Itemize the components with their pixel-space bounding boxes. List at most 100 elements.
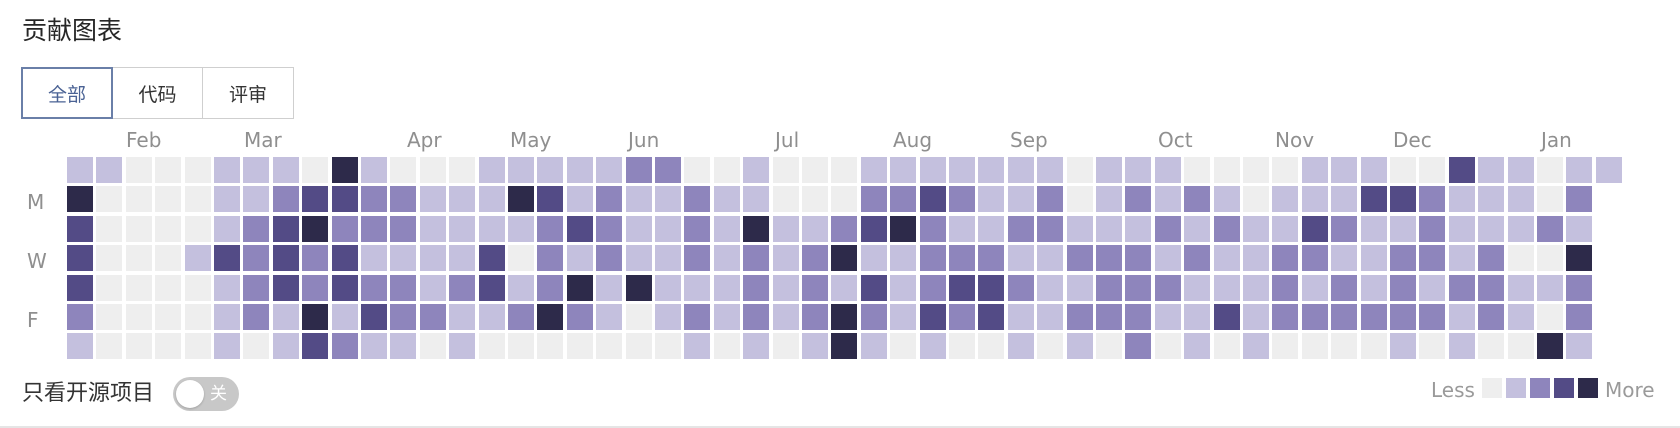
contribution-cell[interactable] xyxy=(67,274,93,301)
contribution-cell[interactable] xyxy=(772,245,799,272)
contribution-cell[interactable] xyxy=(478,333,505,360)
contribution-cell[interactable] xyxy=(243,304,270,330)
contribution-cell[interactable] xyxy=(302,186,329,213)
contribution-cell[interactable] xyxy=(1184,245,1211,272)
contribution-cell[interactable] xyxy=(125,274,152,301)
contribution-cell[interactable] xyxy=(1390,157,1416,183)
contribution-cell[interactable] xyxy=(125,245,152,272)
contribution-cell[interactable] xyxy=(449,215,476,242)
contribution-cell[interactable] xyxy=(1595,157,1622,183)
contribution-cell[interactable] xyxy=(566,157,593,183)
contribution-cell[interactable] xyxy=(1066,186,1093,213)
contribution-cell[interactable] xyxy=(478,304,505,330)
contribution-cell[interactable] xyxy=(713,245,740,272)
contribution-cell[interactable] xyxy=(1419,333,1446,360)
contribution-cell[interactable] xyxy=(478,215,505,242)
contribution-cell[interactable] xyxy=(713,186,740,213)
contribution-cell[interactable] xyxy=(860,333,887,360)
contribution-cell[interactable] xyxy=(508,304,534,330)
contribution-cell[interactable] xyxy=(919,245,946,272)
contribution-cell[interactable] xyxy=(1007,186,1034,213)
contribution-cell[interactable] xyxy=(243,245,270,272)
contribution-cell[interactable] xyxy=(1566,186,1593,213)
contribution-cell[interactable] xyxy=(419,245,446,272)
contribution-cell[interactable] xyxy=(361,333,387,360)
contribution-cell[interactable] xyxy=(978,333,1005,360)
contribution-cell[interactable] xyxy=(1213,245,1240,272)
contribution-cell[interactable] xyxy=(1331,333,1358,360)
contribution-cell[interactable] xyxy=(1507,274,1534,301)
contribution-cell[interactable] xyxy=(1478,333,1505,360)
contribution-cell[interactable] xyxy=(331,157,358,183)
contribution-cell[interactable] xyxy=(743,186,770,213)
contribution-cell[interactable] xyxy=(831,245,858,272)
contribution-cell[interactable] xyxy=(302,157,329,183)
contribution-cell[interactable] xyxy=(96,304,123,330)
contribution-cell[interactable] xyxy=(1331,157,1358,183)
contribution-cell[interactable] xyxy=(1301,274,1328,301)
contribution-cell[interactable] xyxy=(214,186,240,213)
contribution-cell[interactable] xyxy=(890,245,917,272)
contribution-cell[interactable] xyxy=(566,186,593,213)
contribution-cell[interactable] xyxy=(508,245,534,272)
contribution-cell[interactable] xyxy=(625,157,652,183)
contribution-cell[interactable] xyxy=(772,186,799,213)
contribution-cell[interactable] xyxy=(1184,186,1211,213)
contribution-cell[interactable] xyxy=(1301,157,1328,183)
contribution-cell[interactable] xyxy=(1390,304,1416,330)
contribution-cell[interactable] xyxy=(684,333,711,360)
contribution-cell[interactable] xyxy=(831,186,858,213)
contribution-cell[interactable] xyxy=(596,215,623,242)
contribution-cell[interactable] xyxy=(978,245,1005,272)
contribution-cell[interactable] xyxy=(449,186,476,213)
contribution-cell[interactable] xyxy=(1037,304,1064,330)
contribution-cell[interactable] xyxy=(184,304,211,330)
contribution-cell[interactable] xyxy=(508,274,534,301)
contribution-cell[interactable] xyxy=(1007,157,1034,183)
contribution-cell[interactable] xyxy=(1125,333,1152,360)
contribution-cell[interactable] xyxy=(272,304,299,330)
contribution-cell[interactable] xyxy=(655,304,681,330)
tab-review[interactable]: 评审 xyxy=(202,67,294,119)
contribution-cell[interactable] xyxy=(1184,274,1211,301)
contribution-cell[interactable] xyxy=(1390,333,1416,360)
contribution-cell[interactable] xyxy=(713,274,740,301)
contribution-cell[interactable] xyxy=(772,274,799,301)
contribution-cell[interactable] xyxy=(243,157,270,183)
contribution-cell[interactable] xyxy=(1066,245,1093,272)
contribution-cell[interactable] xyxy=(743,304,770,330)
contribution-cell[interactable] xyxy=(1448,157,1475,183)
contribution-cell[interactable] xyxy=(860,245,887,272)
contribution-cell[interactable] xyxy=(1213,186,1240,213)
contribution-cell[interactable] xyxy=(67,215,93,242)
contribution-cell[interactable] xyxy=(272,274,299,301)
tab-all[interactable]: 全部 xyxy=(21,67,113,119)
contribution-cell[interactable] xyxy=(743,274,770,301)
contribution-cell[interactable] xyxy=(1007,215,1034,242)
contribution-cell[interactable] xyxy=(1096,157,1122,183)
contribution-cell[interactable] xyxy=(919,186,946,213)
contribution-cell[interactable] xyxy=(655,157,681,183)
contribution-cell[interactable] xyxy=(508,186,534,213)
contribution-cell[interactable] xyxy=(184,333,211,360)
contribution-cell[interactable] xyxy=(1448,304,1475,330)
contribution-cell[interactable] xyxy=(743,157,770,183)
contribution-cell[interactable] xyxy=(1184,304,1211,330)
contribution-cell[interactable] xyxy=(1478,157,1505,183)
contribution-cell[interactable] xyxy=(949,215,975,242)
contribution-cell[interactable] xyxy=(1360,304,1387,330)
contribution-cell[interactable] xyxy=(214,333,240,360)
contribution-cell[interactable] xyxy=(537,304,564,330)
contribution-cell[interactable] xyxy=(449,245,476,272)
contribution-cell[interactable] xyxy=(1566,215,1593,242)
contribution-cell[interactable] xyxy=(361,215,387,242)
contribution-cell[interactable] xyxy=(302,215,329,242)
contribution-cell[interactable] xyxy=(1037,157,1064,183)
contribution-cell[interactable] xyxy=(1037,333,1064,360)
contribution-cell[interactable] xyxy=(1537,157,1563,183)
contribution-cell[interactable] xyxy=(625,274,652,301)
contribution-cell[interactable] xyxy=(831,215,858,242)
contribution-cell[interactable] xyxy=(155,333,182,360)
contribution-cell[interactable] xyxy=(1448,215,1475,242)
contribution-cell[interactable] xyxy=(537,274,564,301)
